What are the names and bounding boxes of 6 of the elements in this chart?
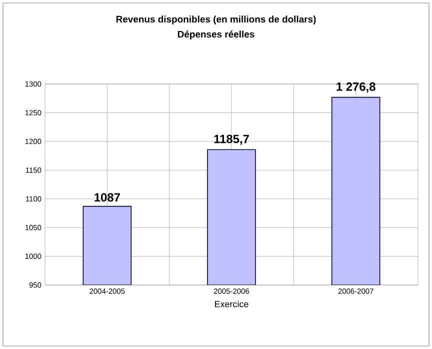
chart-title: Revenus disponibles (en millions de dollars) [116,16,316,24]
data-label: 1185,7 [214,134,249,145]
data-label: 1 276,8 [336,82,376,93]
x-axis-title: Exercice [215,300,248,308]
chart-subtitle: Dépenses réelles [178,30,254,40]
data-label: 1087 [94,193,120,202]
